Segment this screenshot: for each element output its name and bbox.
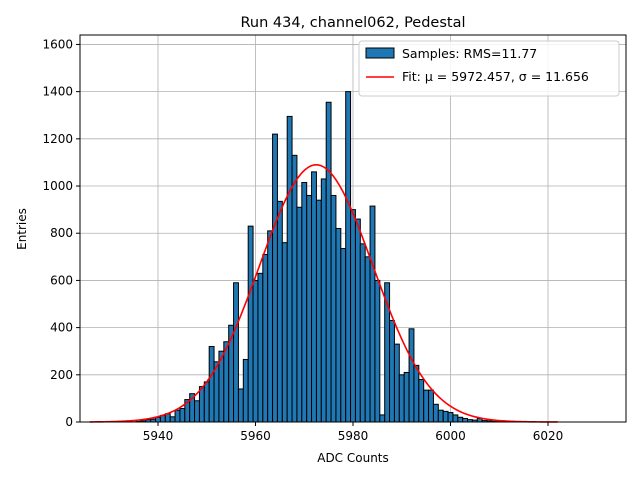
histogram-bar bbox=[359, 243, 366, 423]
histogram-bar bbox=[350, 209, 356, 423]
histogram-bar bbox=[194, 400, 200, 423]
y-axis-ticks: 0 200 400 600 800 1000 1200 1400 1600 bbox=[42, 37, 80, 429]
histogram-bar bbox=[198, 386, 205, 423]
histogram-bar bbox=[257, 272, 264, 423]
legend-swatch-samples bbox=[365, 47, 395, 59]
histogram-bar bbox=[252, 279, 259, 423]
histogram-bar bbox=[169, 416, 176, 423]
histogram-bar bbox=[369, 205, 376, 423]
histogram-bar bbox=[379, 414, 386, 423]
histogram-bar bbox=[393, 343, 400, 423]
legend: Samples: RMS=11.77 Fit: μ = 5972.457, σ … bbox=[358, 40, 620, 97]
y-tick-label: 1600 bbox=[42, 37, 73, 51]
histogram-bar bbox=[423, 389, 430, 423]
histogram-bar bbox=[291, 154, 298, 423]
y-tick-label: 800 bbox=[50, 226, 73, 240]
histogram-bar bbox=[428, 389, 434, 423]
x-tick-label: 5980 bbox=[338, 429, 369, 443]
histogram-bar bbox=[306, 194, 313, 423]
fit-curve bbox=[89, 163, 558, 423]
histogram-bar bbox=[389, 320, 395, 423]
histogram-bar bbox=[301, 181, 308, 423]
histogram-bar bbox=[403, 371, 410, 423]
histogram-bar bbox=[418, 379, 425, 423]
histogram-bar bbox=[262, 253, 269, 423]
histogram-bar bbox=[447, 412, 454, 423]
y-tick-label: 600 bbox=[50, 273, 73, 287]
histogram-bar bbox=[203, 381, 210, 423]
chart-title: Run 434, channel062, Pedestal bbox=[240, 15, 465, 31]
histogram-bar bbox=[442, 410, 449, 423]
histogram-bar bbox=[457, 416, 464, 423]
histogram-bar bbox=[340, 248, 347, 423]
histogram-bar bbox=[398, 374, 405, 423]
y-tick-label: 200 bbox=[50, 368, 73, 382]
histogram-bar bbox=[247, 225, 254, 423]
x-tick-label: 5960 bbox=[240, 429, 271, 443]
histogram-bar bbox=[437, 409, 444, 423]
histogram-bar bbox=[174, 409, 181, 423]
histogram-bar bbox=[242, 358, 249, 423]
histogram-bar bbox=[208, 345, 215, 423]
y-axis-label: Entries bbox=[15, 208, 29, 250]
histogram-bar bbox=[354, 218, 361, 423]
histogram-bar bbox=[330, 194, 337, 423]
histogram-bar bbox=[233, 282, 239, 423]
histogram-bar bbox=[281, 242, 288, 423]
x-axis-label: ADC Counts bbox=[317, 451, 389, 465]
histogram-bar bbox=[223, 341, 230, 423]
y-tick-label: 1000 bbox=[42, 179, 73, 193]
histogram-bar bbox=[179, 408, 186, 423]
histogram-bar bbox=[325, 101, 332, 423]
histogram-bar bbox=[320, 178, 327, 423]
histogram-bar bbox=[462, 417, 469, 423]
histogram-bar bbox=[413, 364, 420, 423]
histogram-bar bbox=[335, 228, 342, 423]
x-axis-ticks: 5940 5960 5980 6000 6020 bbox=[143, 422, 564, 443]
histogram-bar bbox=[432, 403, 439, 423]
y-tick-label: 1400 bbox=[42, 85, 73, 99]
histogram-bar bbox=[276, 200, 283, 423]
histogram-bar bbox=[272, 133, 278, 423]
histogram-bar bbox=[345, 91, 352, 423]
y-tick-label: 0 bbox=[65, 415, 73, 429]
histogram-bar bbox=[296, 206, 303, 423]
histogram-bar bbox=[364, 256, 371, 423]
x-tick-label: 5940 bbox=[143, 429, 174, 443]
histogram-bar bbox=[286, 115, 293, 423]
legend-label-fit: Fit: μ = 5972.457, σ = 11.656 bbox=[402, 69, 589, 84]
legend-label-samples: Samples: RMS=11.77 bbox=[402, 46, 537, 61]
histogram-bar bbox=[374, 279, 381, 423]
histogram-bar bbox=[155, 416, 161, 423]
x-tick-label: 6020 bbox=[533, 429, 564, 443]
histogram-bar bbox=[315, 199, 322, 423]
legend-box bbox=[358, 40, 620, 97]
histogram-bar bbox=[267, 230, 274, 423]
y-tick-label: 1200 bbox=[42, 132, 73, 146]
histogram-bar bbox=[237, 388, 244, 423]
y-tick-label: 400 bbox=[50, 321, 73, 335]
histogram-bar bbox=[408, 328, 415, 423]
histogram-bar bbox=[452, 414, 459, 423]
x-tick-label: 6000 bbox=[435, 429, 466, 443]
histogram-bar bbox=[311, 171, 317, 423]
